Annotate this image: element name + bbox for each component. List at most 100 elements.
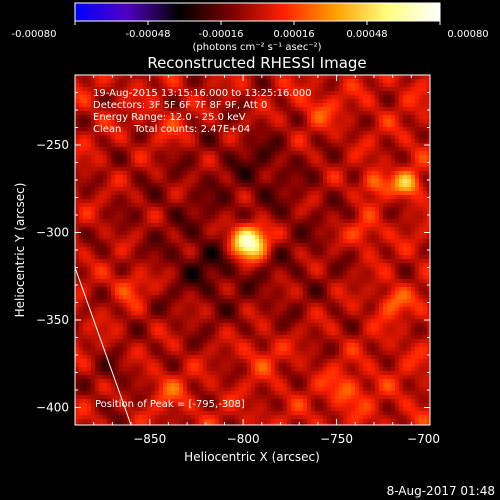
heatmap-cell [395,215,400,220]
heatmap-cell [299,283,304,288]
heatmap-cell [127,103,132,108]
heatmap-cell [103,155,108,160]
heatmap-cell [91,79,96,84]
heatmap-cell [279,275,284,280]
heatmap-cell [279,99,284,104]
heatmap-cell [311,259,316,264]
heatmap-cell [267,219,272,224]
heatmap-cell [403,167,408,172]
heatmap-cell [203,99,208,104]
heatmap-cell [251,219,256,224]
heatmap-cell [179,291,184,296]
heatmap-cell [99,123,104,128]
heatmap-cell [103,131,108,136]
heatmap-cell [231,231,236,236]
heatmap-cell [263,191,268,196]
heatmap-cell [299,131,304,136]
heatmap-cell [419,187,424,192]
heatmap-cell [219,147,224,152]
heatmap-cell [151,131,156,136]
heatmap-cell [211,207,216,212]
heatmap-cell [179,83,184,88]
heatmap-cell [215,279,220,284]
heatmap-cell [315,183,320,188]
heatmap-cell [119,235,124,240]
heatmap-cell [227,279,232,284]
heatmap-cell [367,227,372,232]
heatmap-cell [91,187,96,192]
heatmap-cell [247,143,252,148]
heatmap-cell [175,139,180,144]
heatmap-cell [207,251,212,256]
heatmap-cell [379,155,384,160]
heatmap-cell [327,119,332,124]
heatmap-cell [315,247,320,252]
heatmap-cell [359,127,364,132]
heatmap-cell [207,99,212,104]
heatmap-cell [103,279,108,284]
heatmap-cell [415,131,420,136]
heatmap-cell [231,235,236,240]
heatmap-cell [351,95,356,100]
heatmap-cell [227,167,232,172]
heatmap-cell [339,151,344,156]
heatmap-cell [159,159,164,164]
heatmap-cell [231,91,236,96]
heatmap-cell [411,95,416,100]
heatmap-cell [207,259,212,264]
heatmap-cell [127,223,132,228]
heatmap-cell [387,267,392,272]
heatmap-cell [287,295,292,300]
heatmap-cell [343,103,348,108]
heatmap-cell [215,163,220,168]
heatmap-cell [283,275,288,280]
heatmap-cell [351,131,356,136]
heatmap-cell [303,239,308,244]
heatmap-cell [283,135,288,140]
heatmap-cell [359,135,364,140]
heatmap-cell [143,79,148,84]
heatmap-cell [279,295,284,300]
heatmap-cell [195,167,200,172]
heatmap-cell [207,175,212,180]
heatmap-cell [95,195,100,200]
heatmap-cell [79,239,84,244]
heatmap-cell [331,111,336,116]
heatmap-cell [227,283,232,288]
heatmap-cell [331,275,336,280]
heatmap-cell [271,127,276,132]
heatmap-cell [427,95,430,100]
heatmap-cell [259,211,264,216]
heatmap-cell [175,83,180,88]
heatmap-cell [275,263,280,268]
heatmap-cell [119,295,124,300]
heatmap-cell [211,131,216,136]
heatmap-cell [279,271,284,276]
heatmap-cell [255,227,260,232]
heatmap-cell [411,147,416,152]
heatmap-cell [335,163,340,168]
heatmap-cell [331,75,336,80]
heatmap-cell [291,91,296,96]
heatmap-cell [323,199,328,204]
heatmap-cell [163,107,168,112]
heatmap-cell [123,147,128,152]
heatmap-cell [263,75,268,80]
heatmap-cell [139,175,144,180]
heatmap-cell [191,83,196,88]
heatmap-cell [115,171,120,176]
heatmap-cell [107,123,112,128]
heatmap-cell [287,239,292,244]
heatmap-cell [355,287,360,292]
heatmap-cell [295,195,300,200]
heatmap-cell [203,251,208,256]
heatmap-cell [183,111,188,116]
heatmap-cell [375,259,380,264]
heatmap-cell [303,235,308,240]
heatmap-cell [363,131,368,136]
heatmap-cell [283,139,288,144]
heatmap-cell [407,127,412,132]
heatmap-cell [195,179,200,184]
heatmap-cell [395,211,400,216]
heatmap-cell [303,87,308,92]
